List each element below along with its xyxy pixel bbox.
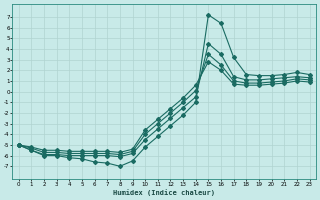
X-axis label: Humidex (Indice chaleur): Humidex (Indice chaleur): [113, 189, 215, 196]
